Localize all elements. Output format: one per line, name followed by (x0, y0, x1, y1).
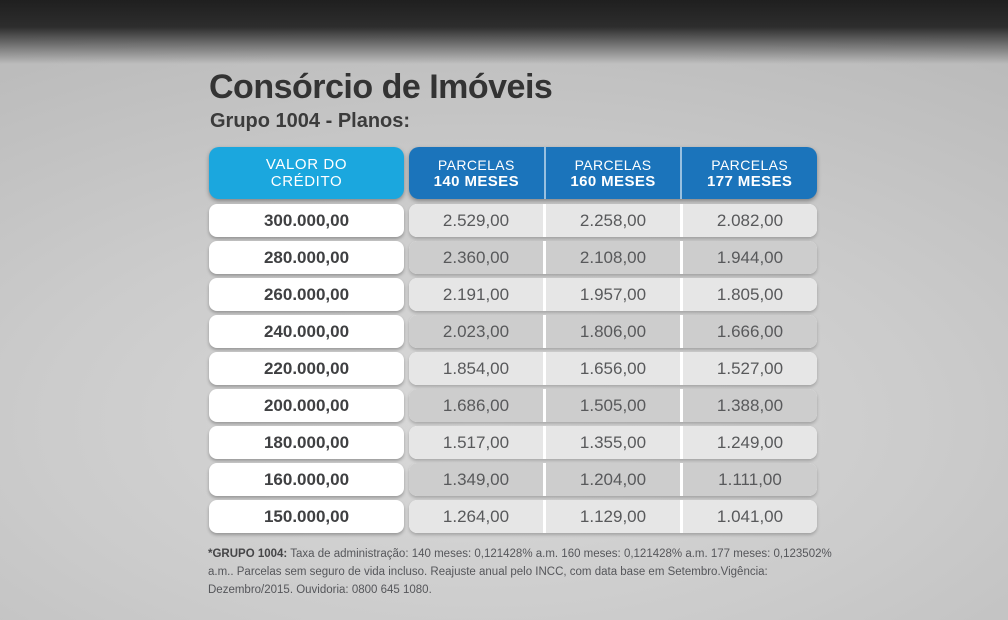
credit-value-cell: 160.000,00 (209, 463, 404, 496)
installment-cells: 1.686,00 1.505,00 1.388,00 (409, 389, 817, 422)
table-row: 200.000,00 1.686,00 1.505,00 1.388,00 (209, 389, 817, 422)
plan-header-160-meses: PARCELAS 160 MESES (543, 147, 681, 199)
installment-value-cell: 1.505,00 (546, 389, 680, 422)
installment-value-cell: 1.517,00 (409, 426, 543, 459)
installment-value-cell: 1.957,00 (546, 278, 680, 311)
page-subtitle: Grupo 1004 - Planos: (210, 110, 411, 132)
table-row: 180.000,00 1.517,00 1.355,00 1.249,00 (209, 426, 817, 459)
credit-value-cell: 260.000,00 (209, 278, 404, 311)
installment-value-cell: 2.360,00 (409, 241, 543, 274)
installment-value-cell: 1.527,00 (683, 352, 817, 385)
installment-value-cell: 1.204,00 (546, 463, 680, 496)
installment-cells: 2.023,00 1.806,00 1.666,00 (409, 315, 817, 348)
credit-value-cell: 200.000,00 (209, 389, 404, 422)
installment-value-cell: 1.264,00 (409, 500, 543, 533)
plan-header-140-meses: PARCELAS 140 MESES (409, 147, 544, 199)
top-gradient-band (0, 0, 1008, 64)
plan-header-term: 140 MESES (433, 172, 519, 190)
plan-headers: PARCELAS 140 MESES PARCELAS 160 MESES PARCEL… (409, 147, 817, 199)
installment-value-cell: 1.656,00 (546, 352, 680, 385)
footnote: *GRUPO 1004: Taxa de administração: 140 … (208, 545, 836, 599)
plan-header-label: PARCELAS (574, 156, 652, 173)
credit-value-cell: 150.000,00 (209, 500, 404, 533)
plan-header-label: PARCELAS (711, 156, 789, 173)
table-row: 160.000,00 1.349,00 1.204,00 1.111,00 (209, 463, 817, 496)
installment-value-cell: 1.349,00 (409, 463, 543, 496)
installment-cells: 1.349,00 1.204,00 1.111,00 (409, 463, 817, 496)
footnote-group-label: *GRUPO 1004: (208, 548, 288, 560)
credit-value-cell: 280.000,00 (209, 241, 404, 274)
installment-value-cell: 1.944,00 (683, 241, 817, 274)
installment-value-cell: 2.082,00 (683, 204, 817, 237)
table-header-row: VALOR DO CRÉDITO PARCELAS 140 MESES PARCEL… (209, 147, 817, 199)
credit-header-line2: CRÉDITO (270, 173, 343, 190)
installment-value-cell: 1.041,00 (683, 500, 817, 533)
credit-value-cell: 220.000,00 (209, 352, 404, 385)
installment-cells: 1.854,00 1.656,00 1.527,00 (409, 352, 817, 385)
installment-value-cell: 2.258,00 (546, 204, 680, 237)
credit-column-header: VALOR DO CRÉDITO (209, 147, 404, 199)
installment-value-cell: 1.355,00 (546, 426, 680, 459)
installment-value-cell: 1.111,00 (683, 463, 817, 496)
installment-value-cell: 2.529,00 (409, 204, 543, 237)
installment-value-cell: 1.805,00 (683, 278, 817, 311)
installment-cells: 2.191,00 1.957,00 1.805,00 (409, 278, 817, 311)
table-row: 240.000,00 2.023,00 1.806,00 1.666,00 (209, 315, 817, 348)
installment-cells: 2.360,00 2.108,00 1.944,00 (409, 241, 817, 274)
installment-value-cell: 1.666,00 (683, 315, 817, 348)
table-rows: 300.000,00 2.529,00 2.258,00 2.082,00 280.00… (209, 204, 817, 537)
credit-value-cell: 180.000,00 (209, 426, 404, 459)
installment-value-cell: 2.108,00 (546, 241, 680, 274)
credit-header-line1: VALOR DO (265, 156, 348, 173)
installment-cells: 1.517,00 1.355,00 1.249,00 (409, 426, 817, 459)
installment-value-cell: 1.388,00 (683, 389, 817, 422)
table-row: 260.000,00 2.191,00 1.957,00 1.805,00 (209, 278, 817, 311)
table-row: 280.000,00 2.360,00 2.108,00 1.944,00 (209, 241, 817, 274)
plan-header-term: 160 MESES (570, 172, 656, 190)
footnote-text: Taxa de administração: 140 meses: 0,1214… (208, 548, 832, 596)
installment-value-cell: 2.023,00 (409, 315, 543, 348)
table-row: 220.000,00 1.854,00 1.656,00 1.527,00 (209, 352, 817, 385)
installment-value-cell: 1.854,00 (409, 352, 543, 385)
installment-cells: 2.529,00 2.258,00 2.082,00 (409, 204, 817, 237)
installment-value-cell: 1.249,00 (683, 426, 817, 459)
table-row: 300.000,00 2.529,00 2.258,00 2.082,00 (209, 204, 817, 237)
plan-header-177-meses: PARCELAS 177 MESES (680, 147, 817, 199)
installment-value-cell: 2.191,00 (409, 278, 543, 311)
installment-value-cell: 1.806,00 (546, 315, 680, 348)
installment-value-cell: 1.129,00 (546, 500, 680, 533)
installment-cells: 1.264,00 1.129,00 1.041,00 (409, 500, 817, 533)
page-title: Consórcio de Imóveis (209, 68, 553, 106)
installment-value-cell: 1.686,00 (409, 389, 543, 422)
table-row: 150.000,00 1.264,00 1.129,00 1.041,00 (209, 500, 817, 533)
plan-header-term: 177 MESES (707, 172, 793, 190)
credit-value-cell: 300.000,00 (209, 204, 404, 237)
plan-header-label: PARCELAS (437, 156, 515, 173)
credit-value-cell: 240.000,00 (209, 315, 404, 348)
